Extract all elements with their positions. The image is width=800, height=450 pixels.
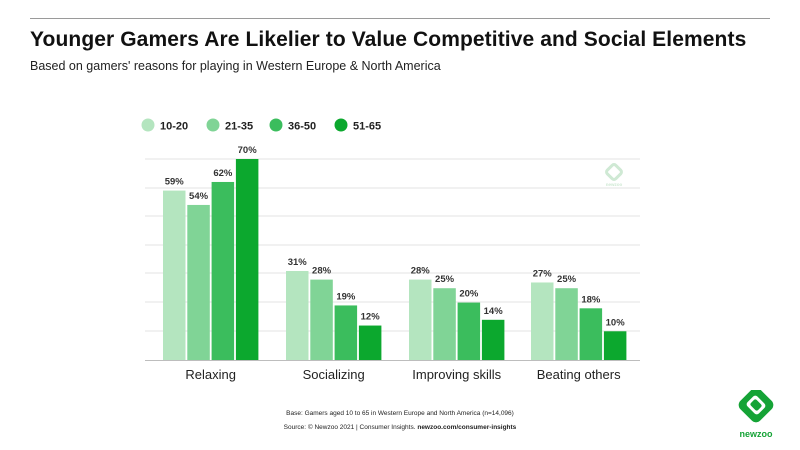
footer-base-note: Base: Gamers aged 10 to 65 in Western Eu… [286, 410, 514, 417]
bar-2-0 [409, 279, 432, 360]
legend-label: 51-65 [353, 121, 381, 133]
watermark-text: newzoo [606, 182, 623, 187]
bar-1-2 [334, 305, 358, 360]
data-label: 28% [411, 266, 431, 277]
legend-label: 36-50 [288, 121, 316, 133]
bar-0-2 [211, 181, 235, 360]
bar-0-0 [163, 190, 186, 360]
data-label: 54% [189, 191, 209, 202]
bar-1-0 [286, 270, 309, 360]
data-label: 18% [581, 294, 601, 305]
newzoo-logo: newzoo [738, 390, 774, 439]
legend-swatch-0 [141, 118, 155, 132]
x-tick-label: Beating others [537, 367, 621, 382]
data-label: 31% [288, 257, 308, 268]
data-label: 19% [336, 291, 356, 302]
x-tick-label: Socializing [303, 367, 365, 382]
data-label: 62% [213, 168, 233, 179]
bar-2-2 [457, 302, 481, 360]
bar-1-3 [358, 325, 382, 360]
bar-3-1 [555, 288, 578, 360]
x-tick-label: Improving skills [412, 367, 501, 382]
footer-source-text: Source: © Newzoo 2021 | Consumer Insight… [283, 424, 416, 431]
bar-1-1 [310, 279, 333, 360]
newzoo-logo-icon [738, 390, 774, 423]
bar-3-0 [531, 282, 554, 360]
bar-0-1 [187, 204, 210, 360]
data-label: 59% [165, 177, 185, 188]
data-label: 70% [238, 145, 258, 156]
chart-title: Younger Gamers Are Likelier to Value Com… [30, 28, 747, 51]
data-label: 12% [361, 312, 381, 323]
bar-3-2 [579, 308, 603, 360]
legend-label: 21-35 [225, 121, 253, 133]
x-tick-label: Relaxing [185, 367, 236, 382]
data-label: 10% [606, 317, 626, 328]
legend-swatch-2 [269, 118, 283, 132]
legend-label: 10-20 [160, 121, 188, 133]
bar-3-3 [603, 331, 627, 360]
bar-2-3 [481, 319, 505, 360]
bar-0-3 [235, 159, 259, 360]
watermark-icon [605, 163, 623, 181]
data-label: 27% [533, 268, 553, 279]
data-label: 28% [312, 266, 332, 277]
chart-subtitle: Based on gamers' reasons for playing in … [30, 59, 441, 73]
legend-swatch-1 [206, 118, 220, 132]
data-label: 14% [484, 306, 504, 317]
newzoo-logo-text: newzoo [740, 429, 774, 439]
data-label: 25% [557, 274, 577, 285]
footer-source-link[interactable]: newzoo.com/consumer-insights [417, 424, 517, 431]
data-label: 20% [459, 289, 479, 300]
top-divider [30, 18, 770, 19]
bar-2-1 [433, 288, 456, 360]
legend-swatch-3 [334, 118, 348, 132]
footer-source: Source: © Newzoo 2021 | Consumer Insight… [0, 424, 800, 431]
data-label: 25% [435, 274, 455, 285]
